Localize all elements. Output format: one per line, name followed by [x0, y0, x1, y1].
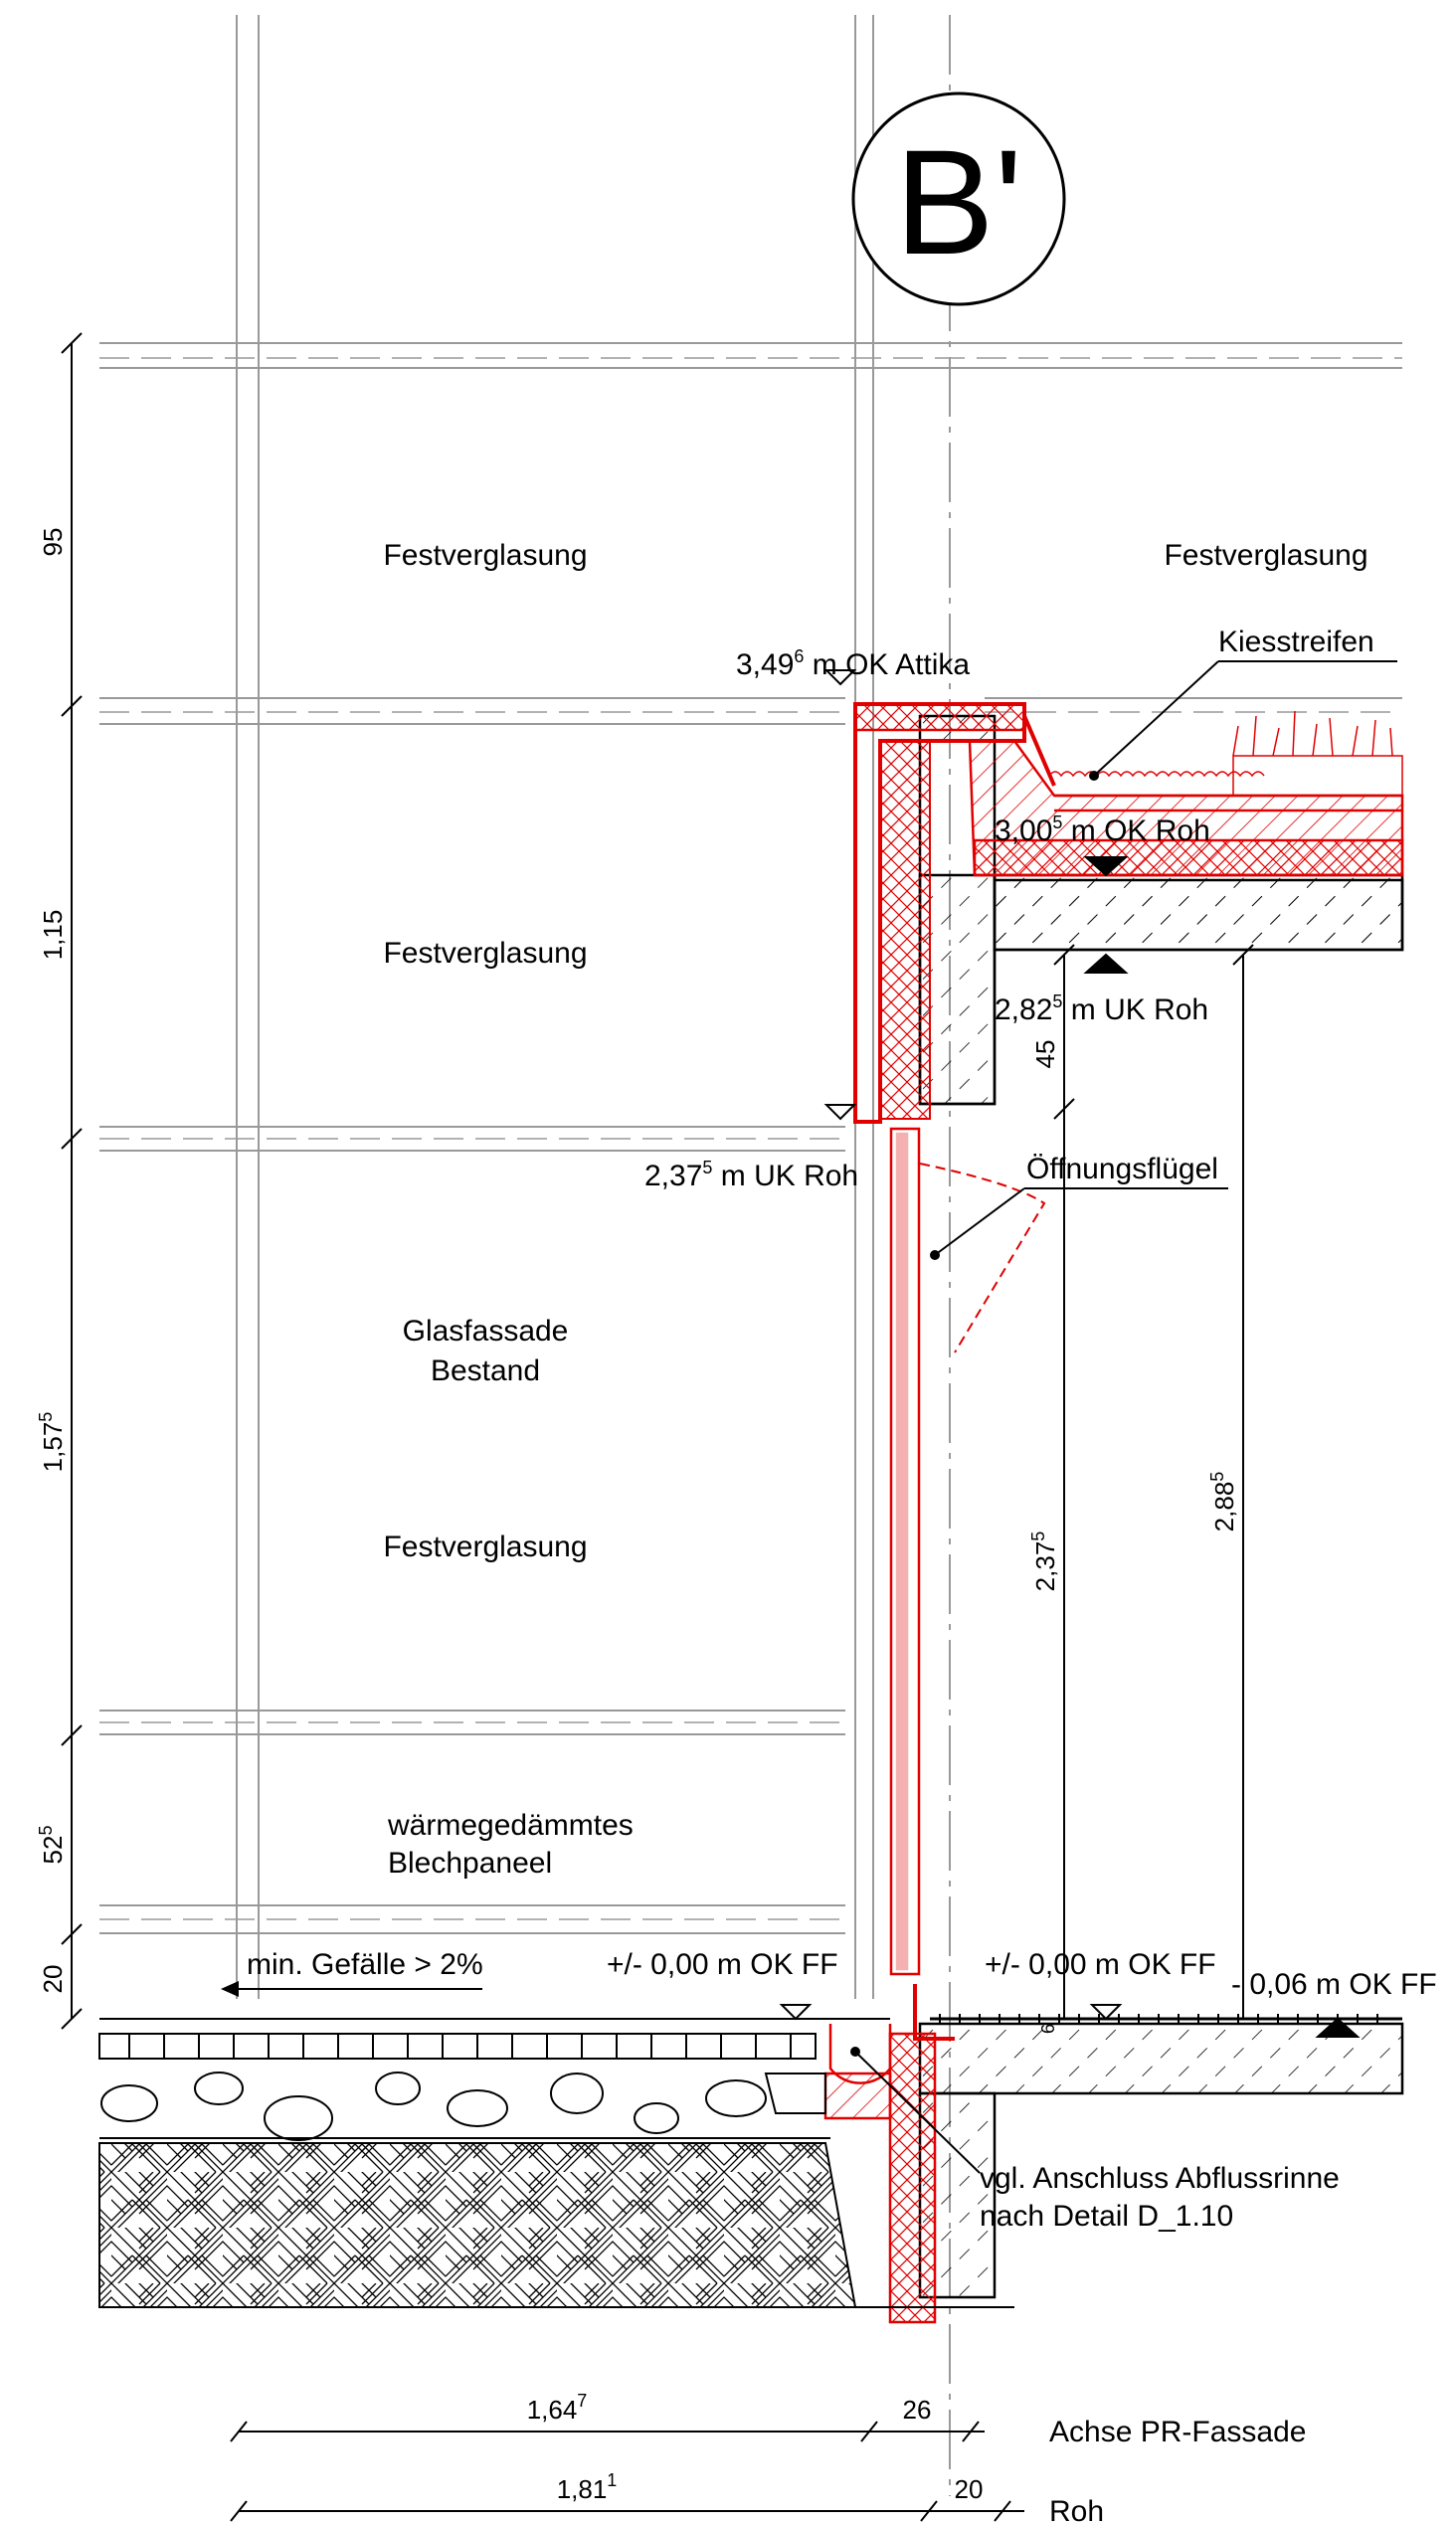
- level-markers: [779, 669, 1361, 2038]
- dim-52: 525: [36, 1826, 68, 1865]
- dim-157: 1,575: [36, 1412, 68, 1473]
- level-ff-right: +/- 0,00 m OK FF: [985, 1948, 1216, 1981]
- floor-right: [930, 2014, 1402, 2024]
- dim-45: 45: [1030, 1040, 1060, 1069]
- label-panel-2: Blechpaneel: [388, 1847, 552, 1880]
- dim-115: 1,15: [38, 910, 68, 961]
- leader-dot-kiesstreifen: [1089, 771, 1099, 781]
- level-uk-roh-right: 2,825 m UK Roh: [995, 992, 1208, 1026]
- paving-left: [98, 2018, 890, 2141]
- label-panel-1: wärmegedämmtes: [387, 1809, 634, 1842]
- dimension-chain-left: [61, 332, 83, 2030]
- leader-anschluss: [854, 2051, 981, 2174]
- label-festverglasung-top-right: Festverglasung: [1164, 539, 1367, 572]
- label-festverglasung-low: Festverglasung: [383, 1531, 587, 1563]
- label-bestand: Bestand: [431, 1354, 540, 1387]
- leader-dot-oeffnungsfluegel: [930, 1250, 940, 1260]
- label-kiesstreifen: Kiesstreifen: [1218, 626, 1374, 658]
- level-ok-attika: 3,496 m OK Attika: [736, 646, 970, 681]
- level-ff-left: +/- 0,00 m OK FF: [607, 1948, 838, 1981]
- dim-181: 1,811: [557, 2470, 618, 2504]
- drain-channel: [823, 2024, 892, 2120]
- leader-kiesstreifen-diag: [1093, 660, 1219, 777]
- level-ff-minus: - 0,06 m OK FF: [1231, 1968, 1437, 2001]
- label-achse: Achse PR-Fassade: [1049, 2416, 1306, 2448]
- label-oeffnungsfluegel: Öffnungsflügel: [1026, 1153, 1218, 1185]
- label-roh: Roh: [1049, 2495, 1104, 2524]
- leader-dot-anschluss: [850, 2047, 860, 2057]
- section-mark-label: B': [895, 118, 1023, 285]
- window-sash: [888, 1127, 1046, 2324]
- section-mark: B': [851, 91, 1066, 306]
- dim-164: 1,647: [527, 2391, 588, 2425]
- dim-6: 6: [1038, 2024, 1058, 2034]
- dim-20-bottom: 20: [955, 2474, 984, 2504]
- level-ok-roh: 3,005 m OK Roh: [995, 812, 1210, 847]
- dim-26: 26: [903, 2395, 932, 2425]
- existing-facade-lines: [99, 15, 1402, 2496]
- roof-buildup: [853, 702, 1404, 1124]
- level-uk-roh-left: 2,375 m UK Roh: [644, 1158, 858, 1192]
- gravel-strip: [1048, 710, 1403, 797]
- concrete-structure: [918, 714, 1404, 2299]
- label-festverglasung-top-left: Festverglasung: [383, 539, 587, 572]
- label-anschluss-1: vgl. Anschluss Abflussrinne: [980, 2162, 1340, 2195]
- leader-oeffnungsfluegel-diag: [934, 1187, 1025, 1256]
- dim-237: 2,375: [1028, 1532, 1060, 1592]
- soil-hatch: [98, 2142, 857, 2308]
- dim-288: 2,885: [1207, 1472, 1239, 1532]
- dim-20: 20: [38, 1965, 68, 1994]
- label-festverglasung-mid: Festverglasung: [383, 937, 587, 970]
- label-glasfassade: Glasfassade: [403, 1315, 569, 1348]
- slope-arrow-head: [221, 1981, 239, 1997]
- label-gefaelle: min. Gefälle > 2%: [247, 1948, 483, 1981]
- dimension-chain-bottom: [230, 2421, 1024, 2522]
- dim-95: 95: [38, 528, 68, 557]
- dimension-lines-right: [1053, 944, 1254, 2019]
- label-anschluss-2: nach Detail D_1.10: [980, 2200, 1233, 2233]
